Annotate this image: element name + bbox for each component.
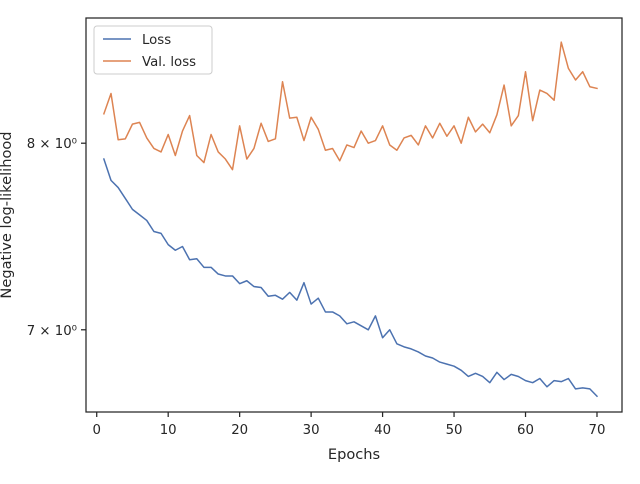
x-axis-label: Epochs [328, 446, 380, 463]
x-tick-label: 30 [303, 423, 320, 438]
y-tick-label: 8 × 10⁰ [27, 137, 77, 152]
x-tick-label: 10 [160, 423, 177, 438]
legend-box [93, 25, 213, 75]
x-axis-ticks: 0 10 20 30 40 50 60 70 [92, 412, 605, 438]
x-tick-label: 60 [517, 423, 534, 438]
series-layer [102, 41, 599, 398]
x-tick-label: 0 [92, 423, 100, 438]
x-tick-label: 70 [589, 423, 606, 438]
legend-label-loss: Loss [142, 33, 171, 48]
y-axis-label: Negative log-likelihood [0, 131, 15, 298]
x-tick-label: 20 [231, 423, 248, 438]
y-axis-ticks: 7 × 10⁰ 8 × 10⁰ [27, 137, 86, 339]
series-line-val-loss [102, 41, 598, 171]
plot-frame [85, 17, 623, 413]
plot-area [86, 18, 622, 412]
legend: Loss Val. loss [93, 25, 213, 75]
x-tick-label: 40 [374, 423, 391, 438]
x-tick-label: 50 [446, 423, 463, 438]
y-tick-label: 7 × 10⁰ [27, 324, 77, 339]
legend-label-val-loss: Val. loss [142, 55, 196, 70]
series-line-loss [102, 158, 599, 398]
